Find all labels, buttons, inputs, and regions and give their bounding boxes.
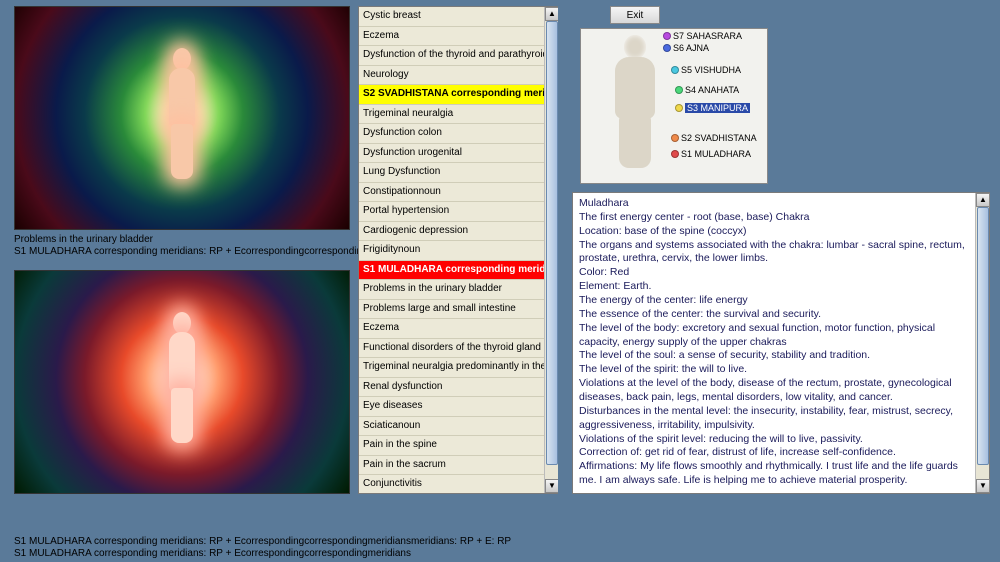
chakra-item[interactable]: S5 VISHUDHA [671, 65, 741, 75]
chakra-item[interactable]: S7 SAHASRARA [663, 31, 742, 41]
exit-button[interactable]: Exit [610, 6, 660, 24]
list-item[interactable]: Functional disorders of the thyroid glan… [359, 339, 544, 359]
list-item[interactable]: Renal dysfunction [359, 378, 544, 398]
list-item[interactable]: Neurology [359, 66, 544, 86]
chakra-dot-icon [671, 150, 679, 158]
chakra-label: S4 ANAHATA [685, 85, 739, 95]
chakra-item[interactable]: S2 SVADHISTANA [671, 133, 757, 143]
list-item[interactable]: Eye diseases [359, 397, 544, 417]
scroll-down-icon[interactable]: ▼ [545, 479, 558, 493]
list-item[interactable]: Conjunctivitis [359, 475, 544, 493]
chakra-dot-icon [671, 66, 679, 74]
scroll-down-icon[interactable]: ▼ [976, 479, 990, 493]
chakra-body-panel: S7 SAHASRARA S6 AJNA S5 VISHUDHA S4 ANAHATA… [580, 28, 768, 184]
list-item[interactable]: Constipationnoun [359, 183, 544, 203]
list-item[interactable]: Pain in the sacrum [359, 456, 544, 476]
scroll-up-icon[interactable]: ▲ [545, 7, 558, 21]
list-item[interactable]: Lung Dysfunction [359, 163, 544, 183]
chakra-dot-icon [675, 104, 683, 112]
description-text: MuladharaThe first energy center - root … [573, 193, 975, 493]
chakra-label: S7 SAHASRARA [673, 31, 742, 41]
list-item[interactable]: Problems in the urinary bladder [359, 280, 544, 300]
footer-line-2: S1 MULADHARA corresponding meridians: RP… [14, 548, 411, 559]
list-item[interactable]: Problems large and small intestine [359, 300, 544, 320]
chakra-dot-icon [671, 134, 679, 142]
list-item[interactable]: Dysfunction of the thyroid and parathyro… [359, 46, 544, 66]
list-item[interactable]: Dysfunction urogenital [359, 144, 544, 164]
chakra-label: S2 SVADHISTANA [681, 133, 757, 143]
chakra-item[interactable]: S4 ANAHATA [675, 85, 739, 95]
chakra-label: S1 MULADHARA [681, 149, 751, 159]
chakra-dot-icon [663, 44, 671, 52]
scroll-thumb[interactable] [977, 207, 989, 465]
list-item[interactable]: Eczema [359, 319, 544, 339]
scroll-thumb[interactable] [546, 21, 558, 465]
chakra-item[interactable]: S3 MANIPURA [675, 103, 750, 113]
description-panel: MuladharaThe first energy center - root … [572, 192, 990, 494]
chakra-dot-icon [663, 32, 671, 40]
list-scrollbar[interactable]: ▲ ▼ [544, 7, 558, 493]
body-figure [605, 35, 665, 175]
chakra-label: S6 AJNA [673, 43, 709, 53]
caption-line-2: S1 MULADHARA corresponding meridians: RP… [14, 246, 411, 257]
list-item[interactable]: Cystic breast [359, 7, 544, 27]
chakra-dot-icon [675, 86, 683, 94]
chakra-label: S5 VISHUDHA [681, 65, 741, 75]
list-item[interactable]: Trigeminal neuralgia predominantly in th… [359, 358, 544, 378]
aura-image-top [14, 6, 350, 230]
list-item[interactable]: Eczema [359, 27, 544, 47]
list-item[interactable]: Trigeminal neuralgia [359, 105, 544, 125]
list-item[interactable]: Frigiditynoun [359, 241, 544, 261]
chakra-label: S3 MANIPURA [685, 103, 750, 113]
footer-line-1: S1 MULADHARA corresponding meridians: RP… [14, 536, 511, 547]
scroll-up-icon[interactable]: ▲ [976, 193, 990, 207]
list-item[interactable]: Sciaticanoun [359, 417, 544, 437]
list-item[interactable]: S2 SVADHISTANA corresponding meridians: … [359, 85, 544, 105]
conditions-list[interactable]: Cystic breastEczemaDysfunction of the th… [358, 6, 558, 494]
list-item[interactable]: Dysfunction colon [359, 124, 544, 144]
list-item[interactable]: S1 MULADHARA corresponding meridians: RP… [359, 261, 544, 281]
list-item[interactable]: Pain in the spine [359, 436, 544, 456]
chakra-item[interactable]: S6 AJNA [663, 43, 709, 53]
chakra-item[interactable]: S1 MULADHARA [671, 149, 751, 159]
list-item[interactable]: Cardiogenic depression [359, 222, 544, 242]
desc-scrollbar[interactable]: ▲ ▼ [975, 193, 989, 493]
aura-image-bottom [14, 270, 350, 494]
caption-line-1: Problems in the urinary bladder [14, 234, 153, 245]
list-item[interactable]: Portal hypertension [359, 202, 544, 222]
